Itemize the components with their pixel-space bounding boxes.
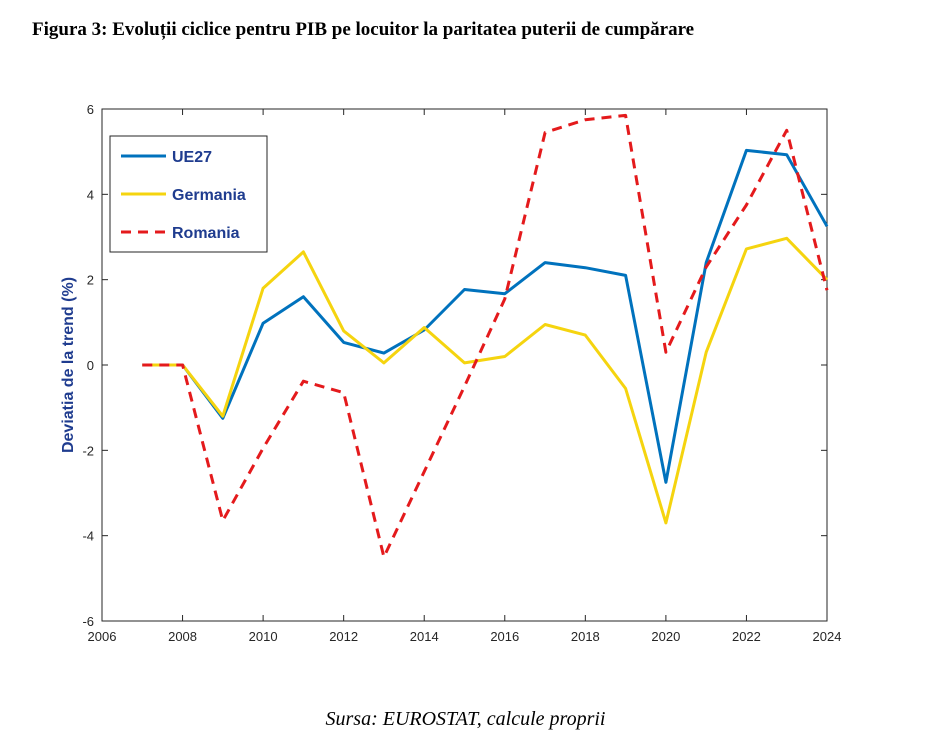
legend-label-ue27: UE27 xyxy=(172,149,212,166)
legend-label-romania: Romania xyxy=(172,225,240,242)
data-series xyxy=(142,113,829,559)
y-tick-label: 2 xyxy=(87,273,94,288)
figure-title: Figura 3: Evoluții ciclice pentru PIB pe… xyxy=(32,19,695,40)
x-tick-label: 2008 xyxy=(168,629,197,644)
y-tick-label: 0 xyxy=(87,358,94,373)
x-tick-label: 2010 xyxy=(249,629,278,644)
axis-ticks: 2006 2008 2010 2012 2014 2016 2018 2020 2022 2024… xyxy=(82,102,841,644)
series-line-germania xyxy=(142,236,829,525)
x-tick-label: 2024 xyxy=(813,629,842,644)
x-tick-label: 2014 xyxy=(410,629,439,644)
x-tick-label: 2006 xyxy=(88,629,117,644)
y-tick-label: -6 xyxy=(82,614,94,629)
legend-label-germania: Germania xyxy=(172,187,246,204)
x-tick-label: 2022 xyxy=(732,629,761,644)
x-tick-label: 2016 xyxy=(490,629,519,644)
x-tick-label: 2020 xyxy=(651,629,680,644)
figure-source: Sursa: EUROSTAT, calcule proprii xyxy=(325,708,606,730)
series-line-ue27 xyxy=(142,148,829,484)
y-tick-label: -2 xyxy=(82,443,94,458)
y-tick-label: 6 xyxy=(87,102,94,117)
x-tick-label: 2018 xyxy=(571,629,600,644)
legend: UE27 Germania Romania xyxy=(109,135,268,253)
y-tick-label: -4 xyxy=(82,529,94,544)
y-axis-label: Deviatia de la trend (%) xyxy=(60,277,77,453)
x-tick-label: 2012 xyxy=(329,629,358,644)
y-tick-label: 4 xyxy=(87,187,94,202)
